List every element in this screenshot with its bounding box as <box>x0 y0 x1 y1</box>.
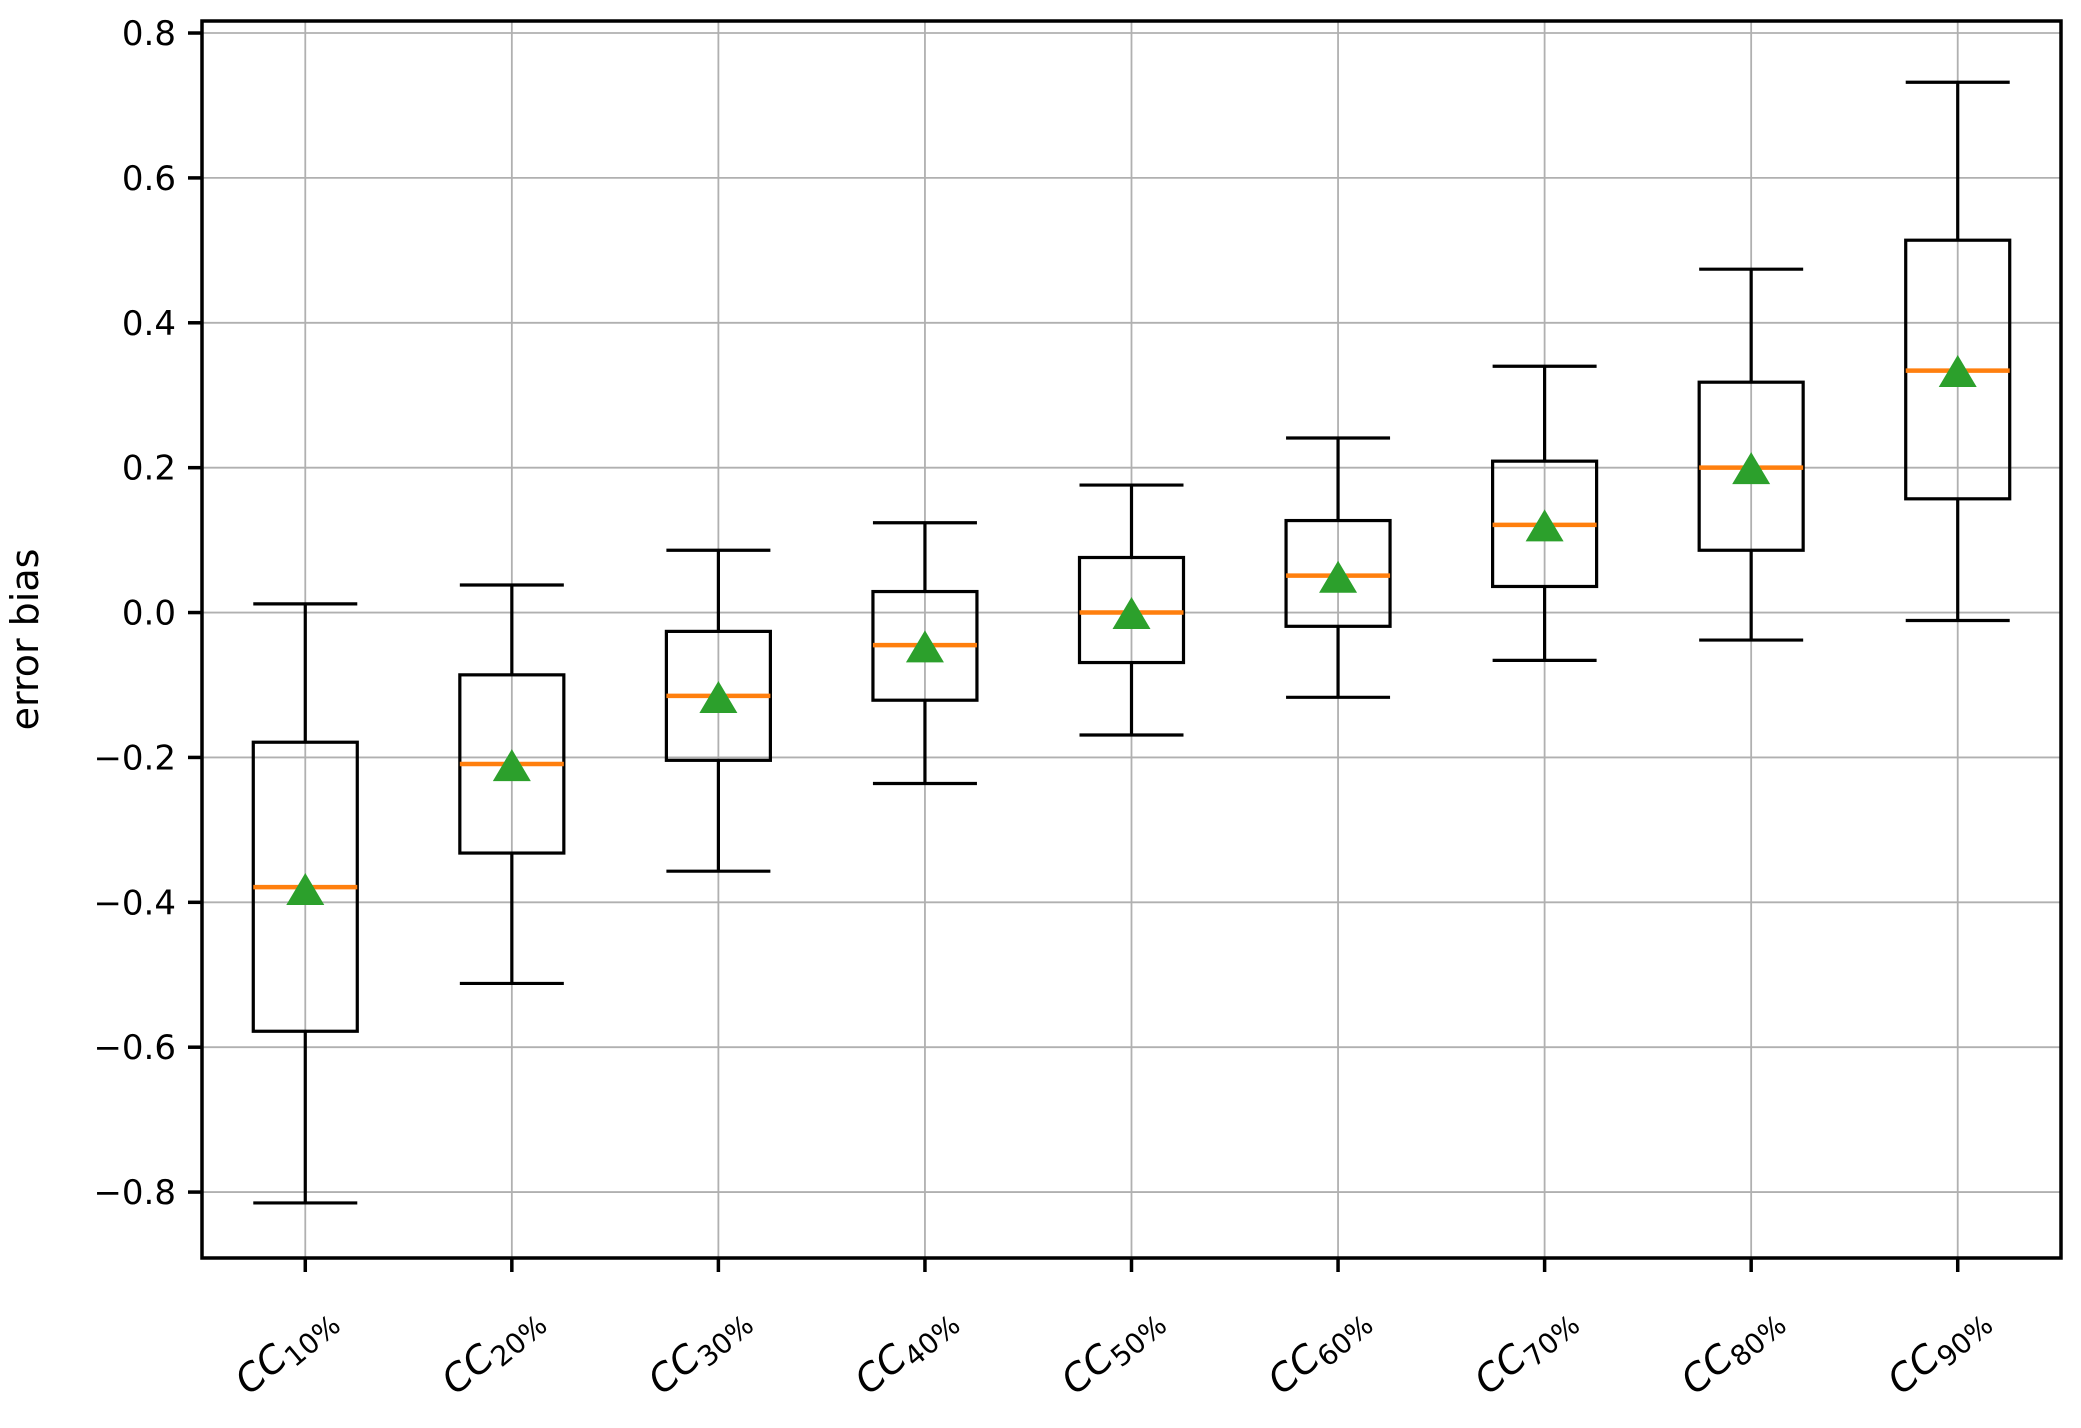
mean-marker <box>1112 597 1151 630</box>
y-tick-label: 0.4 <box>122 304 176 344</box>
iqr-box <box>1077 555 1186 665</box>
y-tick-label: 0.8 <box>122 14 176 54</box>
y-tick-label: −0.6 <box>93 1028 176 1068</box>
mean-marker <box>1525 509 1564 542</box>
y-tick-label: 0.6 <box>122 159 176 199</box>
y-tick-label: −0.8 <box>93 1173 176 1213</box>
mean-marker <box>905 630 944 663</box>
y-tick-label: 0.2 <box>122 449 176 489</box>
mean-marker <box>286 873 325 906</box>
mean-marker <box>1732 452 1771 485</box>
y-tick-label: −0.4 <box>93 883 176 923</box>
mean-marker <box>1319 560 1358 593</box>
mean-marker <box>492 749 531 782</box>
mean-marker <box>699 681 738 714</box>
y-tick-label: 0.0 <box>122 594 176 634</box>
y-axis-label: error bias <box>3 549 47 731</box>
mean-marker <box>1938 355 1977 388</box>
y-tick-label: −0.2 <box>93 738 176 778</box>
